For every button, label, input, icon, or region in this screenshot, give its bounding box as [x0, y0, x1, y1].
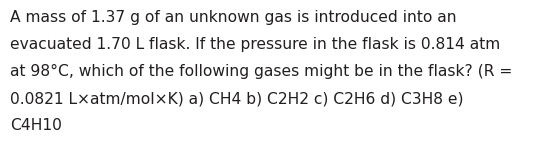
- Text: 0.0821 L×atm/mol×K) a) CH4 b) C2H2 c) C2H6 d) C3H8 e): 0.0821 L×atm/mol×K) a) CH4 b) C2H2 c) C2…: [10, 91, 464, 106]
- Text: C4H10: C4H10: [10, 118, 62, 133]
- Text: at 98°C, which of the following gases might be in the flask? (R =: at 98°C, which of the following gases mi…: [10, 64, 512, 79]
- Text: evacuated 1.70 L flask. If the pressure in the flask is 0.814 atm: evacuated 1.70 L flask. If the pressure …: [10, 37, 501, 52]
- Text: A mass of 1.37 g of an unknown gas is introduced into an: A mass of 1.37 g of an unknown gas is in…: [10, 10, 456, 25]
